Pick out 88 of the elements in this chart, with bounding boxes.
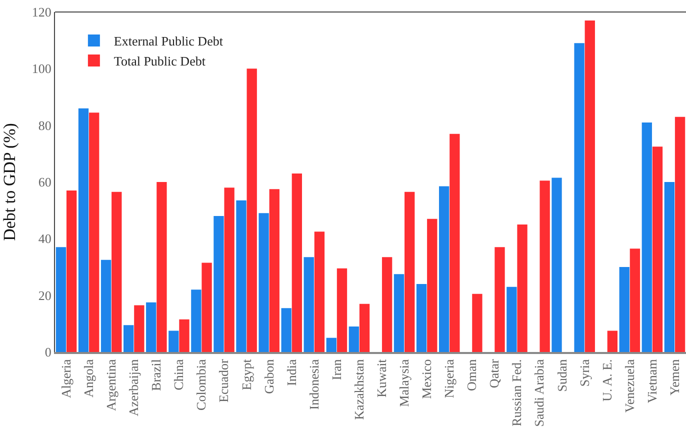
- bar: [304, 257, 314, 352]
- bar: [348, 326, 360, 352]
- bar: [506, 286, 517, 352]
- bar: [246, 68, 257, 352]
- x-tick-label: Kazakhstan: [351, 358, 366, 420]
- x-tick-label: Yemen: [666, 358, 682, 396]
- x-tick-label: Nigeria: [442, 358, 457, 398]
- x-tick-label: China: [171, 358, 186, 390]
- y-tick-label: 60: [38, 174, 52, 190]
- legend-label: Total Public Debt: [114, 54, 206, 69]
- bar: [382, 257, 392, 352]
- bar: [236, 200, 246, 352]
- x-tick-label: Kuwait: [374, 358, 389, 398]
- bar: [134, 305, 144, 352]
- bar: [214, 216, 224, 352]
- bar: [191, 290, 202, 352]
- x-tick-label: Angola: [81, 358, 96, 398]
- bar: [674, 116, 686, 352]
- bar: [359, 304, 370, 352]
- bar: [664, 182, 675, 352]
- bar: [494, 247, 505, 352]
- x-tick-label: Iran: [328, 358, 344, 380]
- bar: [292, 174, 302, 352]
- x-tick-label: Sudan: [554, 358, 570, 392]
- bar: [552, 178, 562, 352]
- x-tick-label: Gabon: [261, 358, 276, 394]
- y-tick-label: 100: [32, 61, 52, 76]
- x-tick-label: India: [284, 358, 299, 386]
- x-tick-label: U. A. E.: [599, 359, 614, 402]
- x-tick-label: Qatar: [486, 358, 502, 388]
- legend-label: External Public Debt: [114, 34, 224, 49]
- bar: [314, 232, 325, 352]
- bar: [281, 308, 292, 352]
- bar: [336, 268, 348, 352]
- bar: [584, 20, 595, 352]
- bar: [269, 189, 280, 352]
- bar: [224, 188, 234, 352]
- bar: [78, 108, 89, 352]
- bar: [326, 338, 336, 352]
- y-tick-label: 40: [38, 231, 52, 246]
- bar: [416, 284, 427, 352]
- bar: [179, 319, 190, 352]
- bar: [168, 330, 179, 352]
- bar: [619, 267, 630, 352]
- bar: [56, 247, 66, 352]
- x-tick-label: Syria: [576, 358, 592, 387]
- bar: [607, 330, 618, 352]
- bar: [202, 262, 212, 352]
- x-tick-label: Malaysia: [396, 358, 412, 407]
- bar: [472, 294, 482, 352]
- bar: [404, 192, 415, 352]
- bar: [450, 134, 460, 352]
- bar: [439, 186, 450, 352]
- x-tick-label: Brazil: [148, 358, 164, 391]
- bar: [540, 180, 550, 352]
- bar: [394, 274, 404, 352]
- bar: [258, 213, 269, 352]
- x-tick-label: Indonesia: [306, 358, 322, 410]
- bar: [630, 248, 640, 352]
- x-tick-label: Azerbaijan: [126, 358, 142, 416]
- x-tick-label: Argentina: [104, 358, 119, 411]
- y-axis-title: Debt to GDP (%): [0, 123, 19, 241]
- bar: [112, 192, 122, 352]
- x-tick-label: Ecuador: [216, 358, 232, 403]
- x-tick-label: Russian Fed.: [509, 359, 524, 426]
- x-tick-label: Algeria: [58, 358, 74, 398]
- bar: [517, 224, 528, 352]
- x-tick-label: Egypt: [238, 358, 254, 390]
- bar: [574, 43, 584, 352]
- y-tick-label: 0: [44, 344, 52, 360]
- x-tick-label: Oman: [464, 358, 480, 391]
- y-tick-label: 20: [38, 288, 52, 303]
- bar: [146, 302, 156, 352]
- bar: [427, 218, 438, 352]
- x-tick-label: Venezuela: [622, 358, 637, 413]
- y-tick-label: 80: [38, 118, 52, 133]
- x-tick-label: Vietnam: [644, 359, 660, 404]
- bar: [124, 325, 134, 352]
- bar: [66, 190, 77, 352]
- bar: [642, 122, 652, 352]
- x-tick-label: Mexico: [419, 359, 434, 399]
- bar: [156, 182, 167, 352]
- x-tick-label: Colombia: [194, 358, 209, 410]
- bar: [89, 112, 100, 352]
- bar: [100, 260, 112, 352]
- bar: [652, 146, 663, 352]
- y-tick-label: 120: [32, 4, 52, 20]
- x-tick-label: Saudi Arabia: [532, 358, 547, 427]
